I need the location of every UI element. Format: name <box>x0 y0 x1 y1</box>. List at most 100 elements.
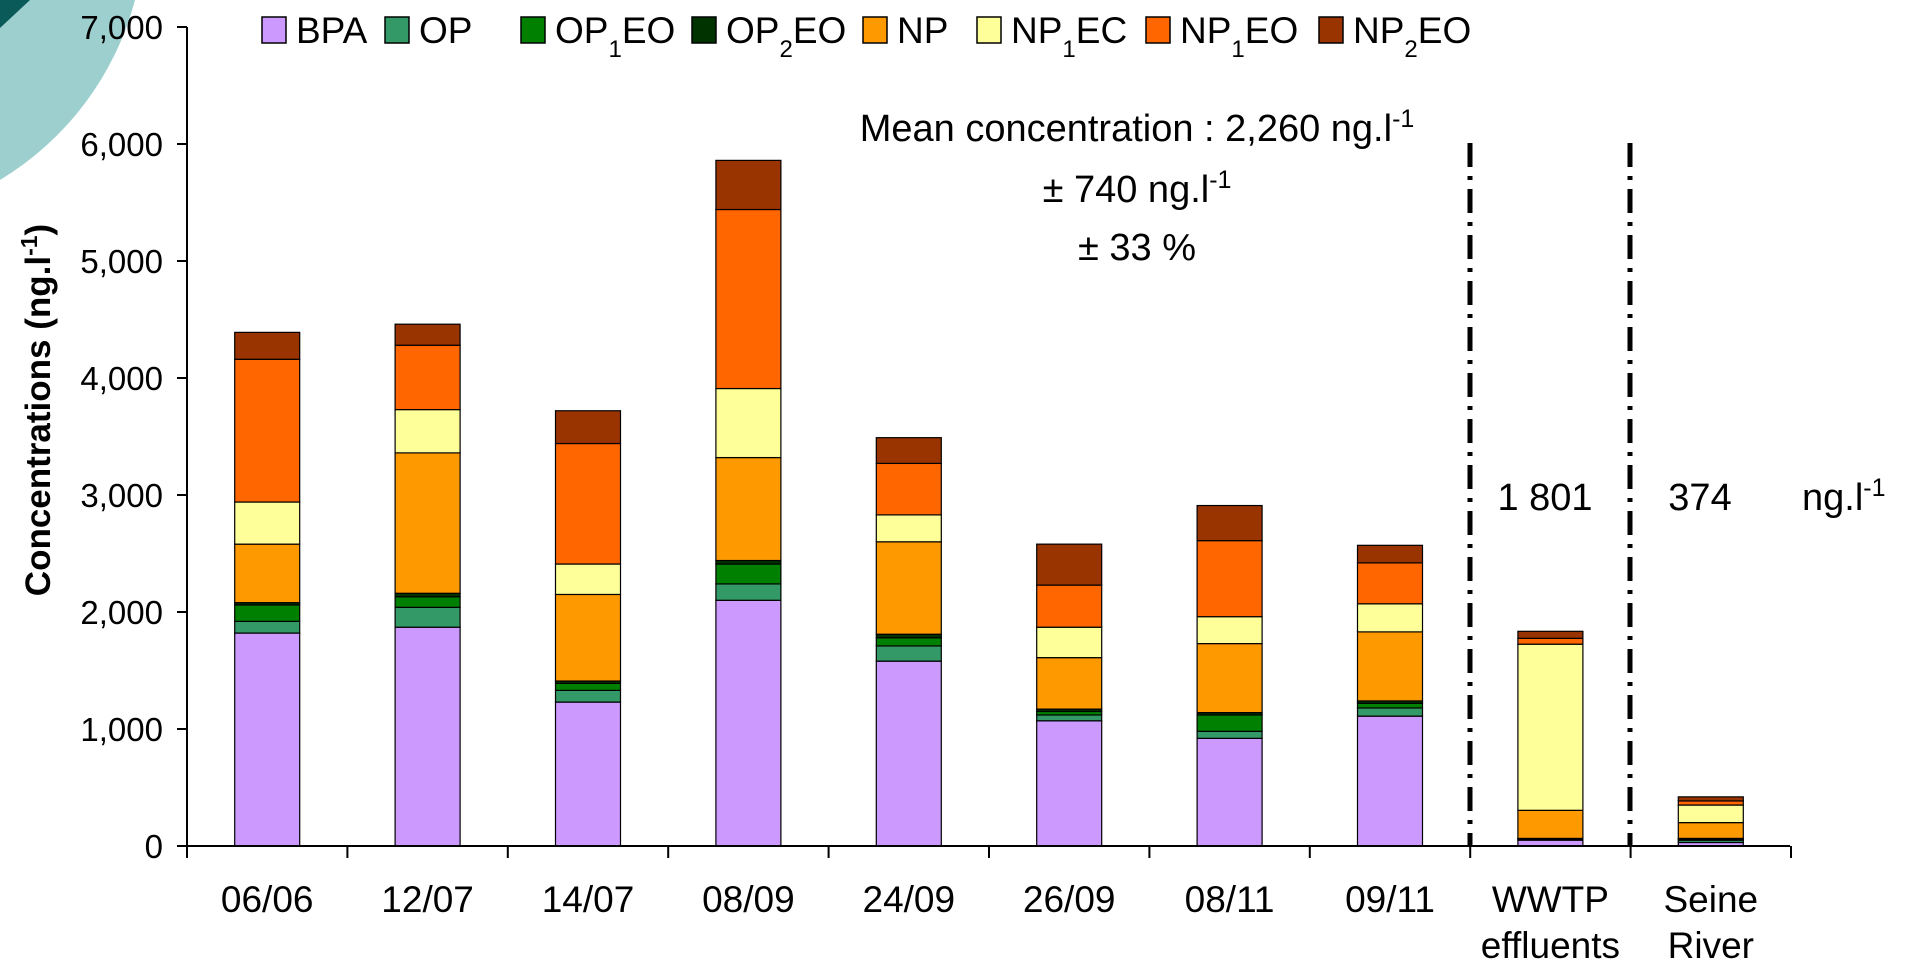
bar-segment-np1eo <box>1356 562 1424 605</box>
bar-segment-np1eo <box>1517 637 1584 645</box>
bar-segment-np1eo <box>1677 800 1744 806</box>
bar-segment-op1eo <box>1356 702 1424 709</box>
bar-segment-op <box>875 645 942 662</box>
legend-item-bpa: BPA <box>261 10 368 51</box>
legend-label: NP <box>897 10 948 51</box>
legend-swatch <box>261 16 287 44</box>
legend-swatch <box>1318 16 1344 44</box>
bar-segment-op <box>234 620 301 634</box>
legend-item-np: NP <box>862 10 948 51</box>
y-axis-title-tail: ) <box>19 224 58 236</box>
legend-swatch <box>691 16 717 44</box>
x-tick-label: 26/09 <box>1023 879 1116 920</box>
bar-segment-np1eo <box>875 462 942 516</box>
y-axis-title: Concentrations (ng.l-1) <box>16 224 58 596</box>
bar-segment-np1eo <box>234 358 301 503</box>
legend-label: NP1EO <box>1180 10 1298 63</box>
bar-segment-op1eo <box>234 604 301 622</box>
bar-segment-np1ec <box>1036 626 1103 659</box>
corner-dark-decoration <box>0 0 30 28</box>
bar-segment-np <box>875 541 942 635</box>
bar-segment-np2eo <box>1036 543 1103 586</box>
bar-segment-bpa <box>1356 715 1424 847</box>
y-axis-title-sup: -1 <box>16 235 42 256</box>
legend-label-tail: EO <box>1245 10 1298 51</box>
bar-segment-np <box>394 452 461 594</box>
bar-segment-op <box>394 606 461 628</box>
bar-segment-np <box>554 593 622 682</box>
x-tick-label: 14/07 <box>542 879 635 920</box>
bar-segment-np1ec <box>1677 804 1744 824</box>
bar-segment-op1eo <box>875 637 942 647</box>
legend-label-sub: 2 <box>779 36 792 63</box>
legend-label-main: OP <box>555 10 608 51</box>
legend-label-main: OP <box>419 10 472 51</box>
mean-concentration-line2: ± 740 ng.l-1 <box>1043 166 1232 211</box>
legend: BPA OP OP1EO OP2EO NP NP1EC NP1EO NP2EO <box>261 10 1471 63</box>
bar-segment-np2eo <box>394 323 461 346</box>
x-tick-label: 24/09 <box>863 879 956 920</box>
mean-line2-main: ± 740 ng.l <box>1043 169 1210 211</box>
bar-segment-op1eo <box>715 563 782 585</box>
y-tick-label: 4,000 <box>80 360 163 397</box>
legend-label-main: NP <box>1180 10 1231 51</box>
bar-segment-np1ec <box>715 387 782 459</box>
y-tick-label: 3,000 <box>80 477 163 514</box>
unit-label-main: ng.l <box>1802 477 1863 519</box>
legend-item-np1ec: NP1EC <box>976 10 1127 63</box>
bar-segment-np1ec <box>394 408 461 454</box>
bar-segment-op1eo <box>394 596 461 608</box>
bar-segment-np1eo <box>715 208 782 390</box>
legend-label-tail: EO <box>793 10 846 51</box>
bar-segment-np <box>1677 821 1744 839</box>
bar-segment-op1eo <box>554 682 622 691</box>
bar-segment-np1ec <box>554 563 622 596</box>
y-tick-label: 5,000 <box>80 243 163 280</box>
wwtp-total-label: 1 801 <box>1497 477 1592 519</box>
y-tick-label: 2,000 <box>80 594 163 631</box>
legend-label-sub: 1 <box>1062 36 1075 63</box>
x-tick-label: 09/11 <box>1345 879 1435 920</box>
y-tick-label: 7,000 <box>80 9 163 46</box>
x-tick-label: WWTP <box>1492 879 1609 920</box>
bar-segment-bpa <box>1196 737 1263 847</box>
legend-item-op1eo: OP1EO <box>520 10 675 63</box>
legend-item-op2eo: OP2EO <box>691 10 846 63</box>
x-tick-label: River <box>1668 925 1754 966</box>
bar-segment-np <box>1517 809 1584 839</box>
bar-segment-bpa <box>875 660 942 847</box>
bar-segment-np1ec <box>1196 616 1263 645</box>
bar-segment-op <box>1356 707 1424 717</box>
bar-segment-bpa <box>715 599 782 847</box>
legend-swatch <box>1145 16 1171 44</box>
x-tick-label: effluents <box>1481 925 1620 966</box>
bar-segment-np <box>715 456 782 562</box>
x-tick-label: 08/09 <box>702 879 795 920</box>
bar-segment-np1eo <box>1036 584 1103 628</box>
legend-label: OP2EO <box>726 10 846 63</box>
x-tick-label: 08/11 <box>1185 879 1275 920</box>
bar-segment-op <box>554 689 622 703</box>
x-tick-label: 06/06 <box>221 879 314 920</box>
y-tick-label: 6,000 <box>80 126 163 163</box>
bar-segment-np2eo <box>715 159 782 211</box>
legend-label-main: BPA <box>296 10 368 51</box>
bar-segment-np <box>1036 657 1103 710</box>
bar-segment-op1eo <box>1196 714 1263 732</box>
corner-decoration <box>0 0 135 180</box>
bar-segment-np2eo <box>1356 544 1424 564</box>
bar-segment-np2eo <box>875 437 942 465</box>
bar-segment-bpa <box>234 632 301 847</box>
legend-label: OP <box>419 10 472 51</box>
bar-segment-np1eo <box>394 344 461 411</box>
legend-label: NP2EO <box>1353 10 1471 63</box>
bar-segment-np1ec <box>875 514 942 543</box>
legend-label-sub: 1 <box>1231 36 1244 63</box>
bar-segment-np2eo <box>234 331 301 360</box>
axes: 0 1,000 2,000 3,000 4,000 5,000 6,000 7,000 06/0… <box>80 9 1792 966</box>
bar-segment-np1ec <box>1356 603 1424 633</box>
bar-segment-np1ec <box>1517 643 1584 811</box>
legend-label-main: NP <box>1353 10 1404 51</box>
x-tick-label: 12/07 <box>381 879 474 920</box>
bar-segment-np <box>1356 631 1424 702</box>
